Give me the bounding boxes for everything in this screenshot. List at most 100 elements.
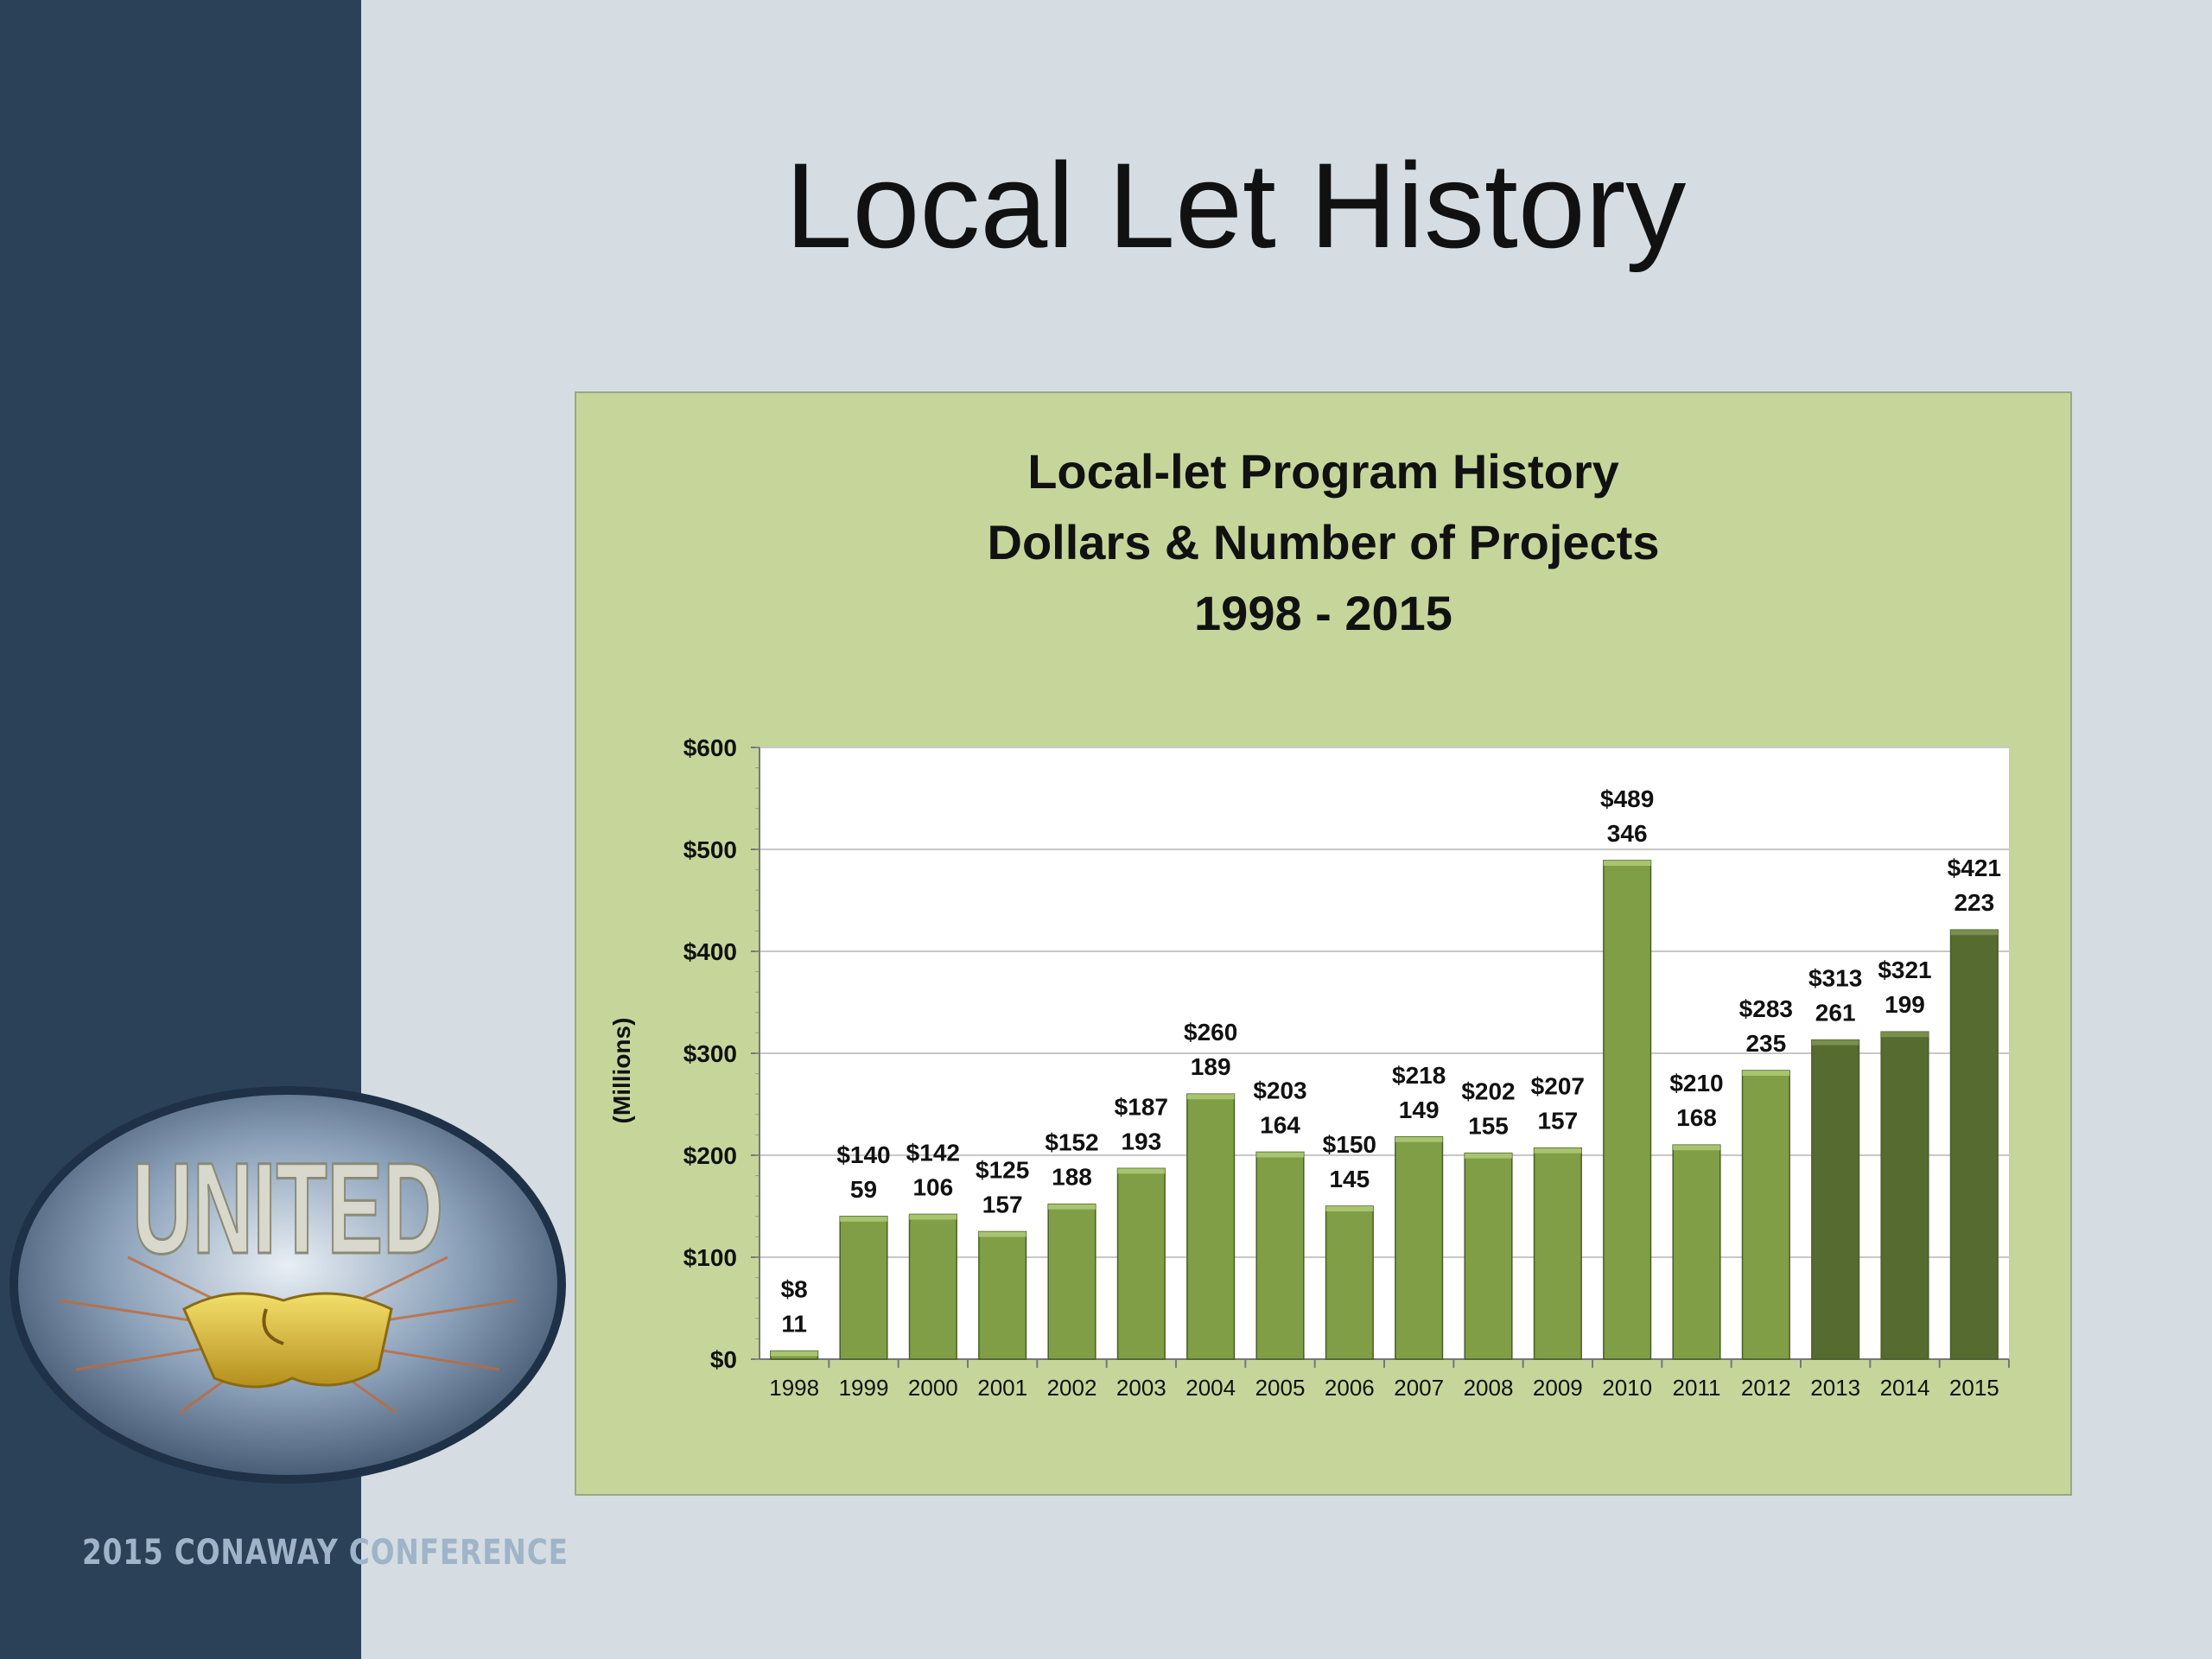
bar-top-highlight [1117,1168,1166,1174]
y-axis-label: (Millions) [608,1018,635,1124]
bar-top-highlight [1048,1204,1096,1210]
y-tick-label: $200 [683,1142,737,1169]
conference-label: 2015 CONAWAY CONFERENCE [82,1533,569,1573]
data-label-dollars: $187 [1115,1093,1168,1120]
y-tick-label: $0 [710,1346,737,1373]
data-label-projects: 346 [1607,820,1648,847]
bar-top-highlight [1881,1032,1929,1038]
bar-top-highlight [1950,930,1999,936]
bar [1880,1031,1929,1360]
y-tick-label: $400 [683,938,737,965]
bar [1741,1070,1790,1360]
data-label-projects: 193 [1121,1128,1161,1154]
chart-container: Local-let Program History Dollars & Numb… [575,391,2072,1496]
chart-title-line-2: Dollars & Number of Projects [987,515,1660,569]
bar-top-highlight [909,1214,957,1220]
x-tick-label: 2009 [1533,1375,1583,1401]
bar-top-highlight [1395,1136,1443,1142]
bar [1811,1039,1860,1360]
data-label-projects: 59 [850,1176,877,1203]
y-tick-label: $600 [683,734,737,761]
data-label-dollars: $150 [1323,1131,1376,1158]
bar-top-highlight [1256,1152,1304,1158]
data-label-projects: 149 [1399,1096,1440,1123]
chart-title-line-1: Local-let Program History [1027,444,1619,499]
bar [1603,860,1652,1360]
x-tick-label: 2010 [1602,1375,1652,1401]
data-label-dollars: $8 [781,1276,808,1303]
x-tick-label: 2011 [1673,1375,1721,1401]
data-label-dollars: $152 [1045,1129,1098,1156]
y-tick-label: $500 [683,836,737,863]
x-tick-label: 2014 [1880,1375,1930,1401]
x-tick-label: 2007 [1394,1375,1444,1401]
data-label-dollars: $125 [976,1157,1029,1184]
data-label-dollars: $207 [1531,1073,1585,1100]
slide-title: Local Let History [785,137,1687,273]
bar [1116,1167,1166,1360]
bar [978,1230,1027,1360]
bar-top-highlight [840,1216,887,1222]
data-label-projects: 155 [1468,1113,1509,1140]
bar-top-highlight [1811,1039,1859,1046]
bar-top-highlight [1673,1145,1720,1151]
data-label-dollars: $283 [1739,995,1793,1022]
x-tick-label: 1998 [769,1375,819,1401]
bar [908,1213,957,1360]
bar [1255,1151,1305,1360]
data-label-dollars: $140 [836,1141,890,1168]
x-tick-label: 2008 [1464,1375,1514,1401]
handshake-icon [182,1292,393,1389]
bar [1672,1144,1721,1360]
x-tick-label: 2000 [908,1375,958,1401]
united-logo: UNITED [10,1086,566,1484]
data-label-projects: 235 [1745,1030,1786,1057]
data-label-dollars: $210 [1669,1070,1723,1096]
data-label-dollars: $218 [1392,1062,1446,1089]
logo-text: UNITED [132,1135,443,1281]
bar [1533,1147,1582,1360]
y-tick-label: $300 [683,1040,737,1067]
bar-top-highlight [1742,1071,1790,1077]
y-tick-label: $100 [683,1244,737,1271]
bar [1047,1203,1096,1360]
x-tick-label: 2006 [1325,1375,1375,1401]
data-label-dollars: $142 [906,1139,960,1166]
data-label-projects: 157 [982,1192,1023,1218]
x-tick-label: 2003 [1116,1375,1166,1401]
bar-chart: $0 $100 $200 $300 $400 $500 $600 (Millions) 1998… [608,734,2010,1401]
data-label-projects: 168 [1676,1104,1717,1131]
x-tick-label: 2015 [1949,1375,1999,1401]
x-tick-label: 2002 [1047,1375,1097,1401]
bar-top-highlight [1186,1094,1235,1100]
data-label-dollars: $421 [1948,855,2001,881]
data-label-dollars: $203 [1253,1077,1306,1103]
data-label-dollars: $260 [1184,1019,1237,1046]
bar [1325,1205,1374,1360]
bar [839,1216,888,1360]
x-tick-label: 1999 [839,1375,889,1401]
data-label-dollars: $313 [1808,965,1862,992]
chart-title: Local-let Program History Dollars & Numb… [576,436,2070,649]
bar-top-highlight [1325,1206,1374,1211]
bar [1395,1136,1444,1360]
data-label-projects: 261 [1815,1000,1856,1027]
bar-top-highlight [770,1351,818,1357]
x-tick-label: 2004 [1185,1375,1236,1401]
data-label-projects: 145 [1329,1166,1370,1192]
chart-title-line-3: 1998 - 2015 [1194,586,1452,640]
data-label-dollars: $321 [1878,957,1931,983]
bar [1464,1152,1513,1360]
x-tick-label: 2012 [1741,1375,1791,1401]
data-label-projects: 164 [1260,1111,1300,1138]
x-tick-label: 2013 [1810,1375,1860,1401]
bar-top-highlight [1534,1147,1582,1154]
data-label-projects: 11 [781,1311,807,1338]
bar-top-highlight [1465,1153,1512,1159]
data-label-dollars: $489 [1600,785,1654,812]
bar-top-highlight [978,1231,1027,1237]
x-tick-label: 2005 [1255,1375,1306,1401]
data-label-projects: 223 [1954,889,1994,916]
data-label-projects: 106 [912,1173,953,1200]
bar-top-highlight [1603,860,1651,866]
